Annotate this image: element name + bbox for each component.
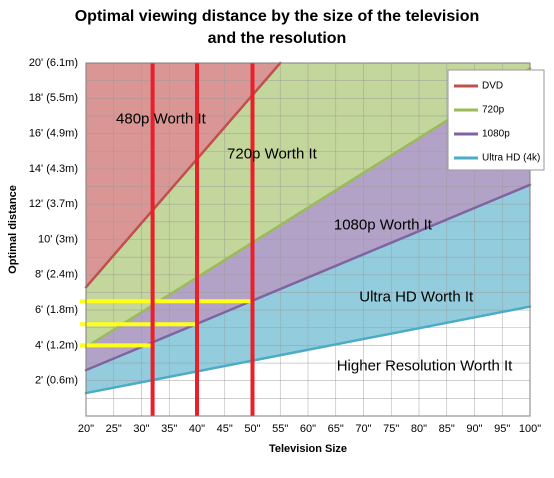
x-tick-label: 25": [106, 423, 122, 435]
chart-title-line-2: and the resolution: [207, 30, 347, 47]
y-tick-label: 4' (1.2m): [35, 339, 78, 351]
y-axis-label: Optimal distance: [7, 185, 19, 274]
x-tick-label: 40": [189, 423, 205, 435]
legend-entry-1080p: 1080p: [482, 129, 510, 140]
region-label-higher-resolution-worth-it: Higher Resolution Worth It: [337, 358, 513, 375]
x-tick-label: 60": [300, 423, 316, 435]
y-tick-label: 20' (6.1m): [29, 57, 78, 69]
x-tick-label: 85": [439, 423, 455, 435]
region-label-1080p-worth-it: 1080p Worth It: [334, 216, 433, 233]
region-labels: 480p Worth It 720p Worth It 1080p Worth It…: [116, 110, 513, 374]
series-line-1080p: [84, 183, 532, 372]
x-tick-label: 65": [328, 423, 344, 435]
chart-title-line-1: Optimal viewing distance by the size of …: [74, 8, 480, 25]
x-tick-label: 50": [244, 423, 260, 435]
legend-entry-ultra-hd-4k: Ultra HD (4k): [482, 153, 540, 164]
y-tick-label: 8' (2.4m): [35, 269, 78, 281]
y-tick-label: 12' (3.7m): [29, 198, 78, 210]
x-tick-label: 45": [217, 423, 233, 435]
legend-entry-dvd: DVD: [482, 81, 503, 92]
x-tick-label: 30": [133, 423, 149, 435]
x-tick-label: 80": [411, 423, 427, 435]
y-tick-label: 18' (5.5m): [29, 92, 78, 104]
x-tick-label: 100": [519, 423, 541, 435]
x-tick-label: 70": [355, 423, 371, 435]
x-axis-label: Television Size: [269, 443, 347, 455]
y-tick-label: 6' (1.8m): [35, 304, 78, 316]
x-tick-label: 55": [272, 423, 288, 435]
plot-border: [85, 62, 531, 417]
region-label-480p-worth-it: 480p Worth It: [116, 110, 207, 127]
region-label-ultra-hd-worth-it: Ultra HD Worth It: [359, 289, 474, 306]
x-tick-label: 20": [78, 423, 94, 435]
x-tick-label: 90": [466, 423, 482, 435]
x-tick-label: 35": [161, 423, 177, 435]
x-tick-label: 75": [383, 423, 399, 435]
axes: 2' (0.6m) 4' (1.2m) 6' (1.8m) 8' (2.4m) 10' …: [7, 57, 541, 455]
series-line-ultra-hd-4k: [84, 305, 532, 395]
x-tick-label: 95": [494, 423, 510, 435]
y-tick-label: 2' (0.6m): [35, 375, 78, 387]
legend: DVD 720p 1080p Ultra HD (4k): [447, 69, 545, 171]
legend-entry-720p: 720p: [482, 105, 505, 116]
marker-lines: [80, 63, 255, 416]
series-line-dvd: [84, 61, 282, 289]
chart-title: Optimal viewing distance by the size of …: [0, 6, 554, 50]
region-label-720p-worth-it: 720p Worth It: [227, 146, 318, 163]
y-tick-label: 10' (3m): [38, 233, 78, 245]
y-tick-label: 14' (4.3m): [29, 163, 78, 175]
y-tick-label: 16' (4.9m): [29, 128, 78, 140]
